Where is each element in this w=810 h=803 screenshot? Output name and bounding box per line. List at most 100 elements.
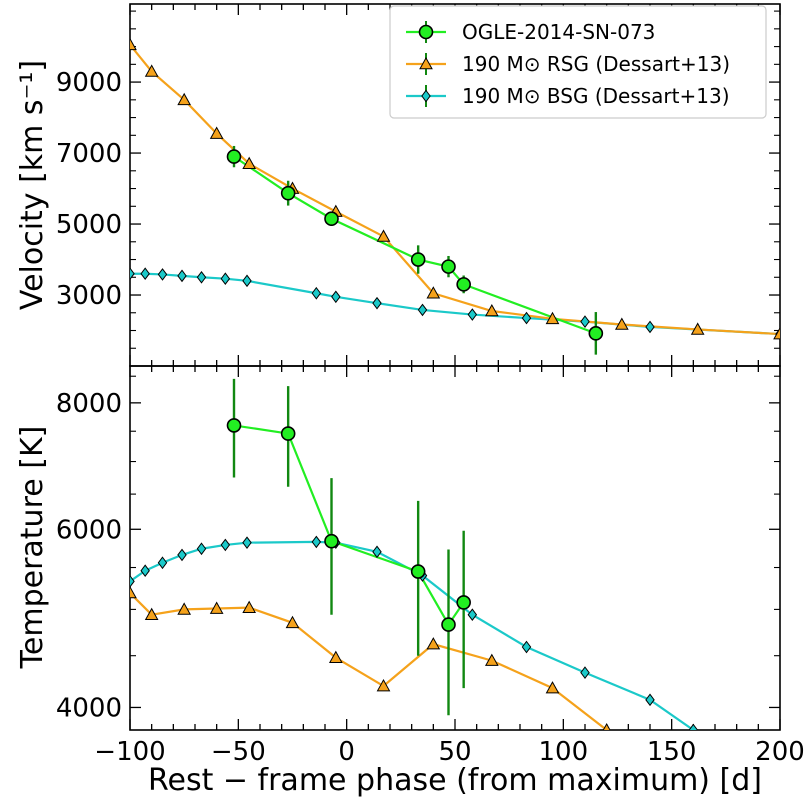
temperature-data-point-1: [328, 650, 343, 663]
temperature-data-point-1: [545, 681, 560, 694]
temperature-data-point-2: [580, 666, 590, 679]
velocity-data-point-0: [456, 277, 471, 292]
x-tick-label: 200: [755, 737, 805, 767]
velocity-data-point-2: [417, 303, 428, 317]
temperature-data-point-0: [456, 595, 471, 610]
temperature-data-point-2: [311, 535, 322, 549]
temperature-panel: 4000 6000 8000 −100 −50 0 50 100 150 200: [56, 365, 805, 767]
velocity-data-point-0: [280, 185, 296, 201]
temperature-data-point-2: [521, 640, 532, 654]
velocity-data-point-0: [441, 259, 456, 274]
velocity-y-tick-label: 3000: [56, 281, 122, 311]
temperature-data-point-2: [372, 545, 382, 559]
legend-frame: [389, 5, 767, 119]
velocity-data-point-2: [220, 272, 231, 286]
velocity-data-point-1: [130, 37, 137, 51]
temperature-y-tick-label: 8000: [56, 389, 122, 419]
velocity-data-point-1: [690, 322, 705, 335]
velocity-data-point-1: [484, 303, 499, 317]
velocity-y-tick-label: 9000: [56, 68, 122, 98]
legend-label-1: 190 M⊙ RSG (Dessart+13): [462, 52, 730, 76]
temperature-data-point-1: [242, 600, 257, 613]
x-tick-label: −100: [94, 737, 165, 767]
velocity-data-point-1: [773, 327, 780, 340]
velocity-data-point-2: [130, 267, 135, 281]
velocity-data-point-1: [426, 286, 441, 299]
legend: OGLE-2014-SN-073 190 M⊙ RSG (Dessart+13) 1…: [389, 5, 767, 119]
legend-marker-0: [418, 24, 434, 40]
x-tick-label: 0: [338, 737, 355, 767]
velocity-panel: 3000 5000 7000 9000: [56, 3, 781, 367]
temperature-data-point-1: [130, 585, 137, 599]
temperature-data-point-1: [209, 601, 224, 614]
velocity-plot-area: [130, 37, 780, 355]
y-axis-title-velocity: Velocity [km s⁻¹]: [15, 60, 50, 310]
temperature-data-point-0: [441, 617, 456, 632]
velocity-data-point-2: [467, 308, 478, 321]
temperature-data-point-1: [177, 602, 192, 615]
temperature-data-point-2: [177, 548, 187, 562]
temperature-data-point-2: [220, 538, 231, 552]
velocity-data-point-1: [545, 311, 560, 325]
velocity-data-point-2: [372, 296, 382, 310]
velocity-series-line-2: [130, 272, 780, 336]
velocity-data-point-2: [157, 268, 168, 281]
temperature-data-point-0: [280, 426, 296, 441]
temperature-data-point-2: [467, 608, 478, 622]
legend-marker-1: [419, 56, 433, 70]
legend-marker-2: [421, 89, 431, 103]
x-tick-label: −50: [211, 737, 266, 767]
velocity-y-tick-label: 7000: [56, 139, 122, 169]
velocity-data-point-2: [580, 315, 590, 328]
temperature-data-point-2: [688, 723, 699, 730]
velocity-data-point-0: [410, 252, 426, 267]
x-tick-label: 100: [539, 737, 589, 767]
temperature-series-line-1: [130, 592, 608, 730]
velocity-data-point-1: [376, 229, 391, 242]
velocity-data-point-1: [144, 64, 159, 77]
velocity-data-point-1: [614, 317, 629, 330]
velocity-data-point-2: [177, 269, 187, 283]
velocity-data-point-2: [521, 311, 532, 325]
legend-label-2: 190 M⊙ BSG (Dessart+13): [462, 84, 730, 108]
temperature-y-tick-label: 4000: [56, 693, 122, 723]
temperature-data-point-1: [376, 678, 391, 692]
x-tick-label: 150: [647, 737, 697, 767]
temperature-data-point-1: [144, 607, 159, 621]
temperature-data-point-0: [410, 564, 426, 579]
temperature-data-point-2: [140, 564, 150, 578]
temperature-series-line-0: [233, 424, 465, 627]
velocity-data-point-1: [177, 92, 192, 106]
velocity-data-point-2: [196, 270, 207, 284]
velocity-data-point-2: [140, 267, 150, 281]
temperature-data-point-1: [285, 615, 300, 629]
temperature-data-point-2: [130, 574, 135, 588]
temperature-data-point-2: [645, 693, 655, 707]
temperature-data-point-1: [484, 653, 499, 666]
velocity-y-tick-label: 5000: [56, 210, 122, 240]
velocity-data-point-0: [226, 149, 242, 164]
velocity-data-point-0: [588, 326, 604, 341]
velocity-data-point-2: [331, 290, 341, 304]
y-axis-title-temperature: Temperature [K]: [15, 426, 50, 670]
temperature-data-point-1: [426, 637, 441, 650]
velocity-data-point-2: [242, 274, 252, 288]
velocity-data-point-1: [242, 156, 257, 170]
temperature-data-point-0: [324, 533, 339, 549]
temperature-data-point-0: [226, 418, 242, 433]
velocity-data-point-0: [324, 211, 339, 227]
velocity-data-point-1: [209, 126, 224, 139]
temperature-y-tick-label: 6000: [56, 515, 122, 545]
velocity-data-point-2: [645, 320, 655, 334]
temperature-data-point-2: [196, 542, 207, 556]
temperature-data-point-2: [157, 556, 168, 570]
temperature-data-point-1: [602, 722, 611, 730]
x-tick-label: 50: [438, 737, 471, 767]
temperature-data-point-2: [242, 536, 252, 549]
x-axis-title: Rest − frame phase (from maximum) [d]: [148, 763, 762, 798]
legend-label-0: OGLE-2014-SN-073: [462, 20, 655, 44]
velocity-data-point-2: [311, 286, 322, 300]
temperature-plot-area: [130, 378, 699, 730]
velocity-series-line-1: [130, 44, 780, 336]
